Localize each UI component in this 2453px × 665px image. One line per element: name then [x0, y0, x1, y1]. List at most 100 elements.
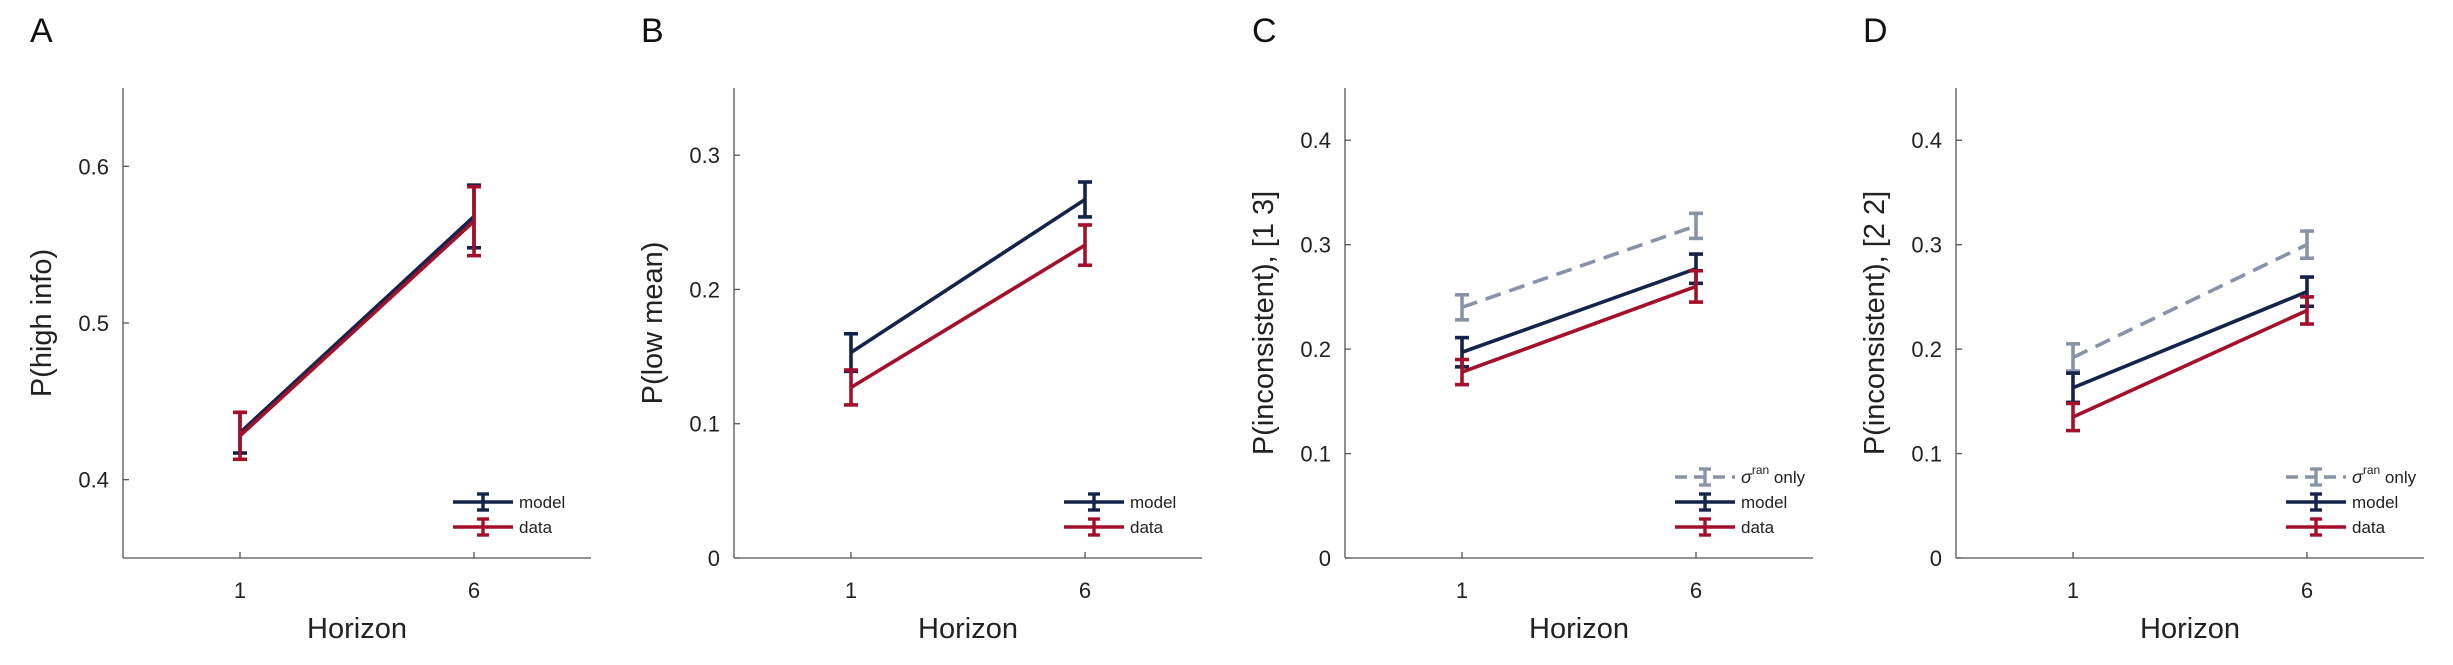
legend-label: model: [519, 493, 565, 512]
error-bar: [467, 184, 481, 258]
y-tick-label: 0: [1319, 546, 1331, 571]
y-tick-label: 0.6: [78, 154, 109, 179]
series-line: [2072, 243, 2308, 360]
legend-entry: model: [2286, 492, 2398, 512]
legend-label: model: [1130, 493, 1176, 512]
series-1: [2066, 275, 2314, 405]
y-tick-label: 0.3: [689, 143, 720, 168]
series-line: [2072, 308, 2308, 419]
y-tick-label: 0.5: [78, 311, 109, 336]
legend: σran only model data: [2286, 463, 2417, 537]
series-0: [844, 180, 1092, 374]
y-tick-label: 0.1: [1300, 442, 1331, 467]
x-tick-label: 6: [468, 578, 480, 603]
y-tick-label: 0: [708, 546, 720, 571]
x-tick-label: 6: [1690, 578, 1702, 603]
error-bar: [1455, 292, 1469, 322]
x-tick-label: 1: [1456, 578, 1468, 603]
legend-entry: model: [1064, 492, 1176, 512]
y-tick-label: 0.2: [689, 277, 720, 302]
legend-entry: σran only: [2286, 463, 2417, 487]
legend: model data: [453, 492, 565, 537]
series-line: [850, 243, 1086, 389]
legend-label: σran only: [2352, 463, 2417, 487]
legend-entry: σran only: [1675, 463, 1806, 487]
y-tick-label: 0.1: [1911, 442, 1942, 467]
x-tick-label: 6: [1079, 578, 1091, 603]
x-axis-label: Horizon: [1529, 613, 1629, 645]
y-tick-label: 0.4: [1911, 128, 1942, 153]
y-tick-label: 0.4: [78, 468, 109, 493]
panel-letter-b: B: [641, 12, 664, 50]
series-0: [2066, 229, 2314, 373]
error-bar: [1689, 211, 1703, 241]
y-axis-label: P(inconsistent), [2 2]: [1859, 191, 1891, 455]
legend-entry: model: [1675, 492, 1787, 512]
series-line: [238, 219, 476, 438]
y-tick-label: 0.3: [1911, 233, 1942, 258]
error-bar: [1078, 223, 1092, 268]
error-bar: [2300, 295, 2314, 326]
error-bar: [2300, 229, 2314, 261]
legend-label: σran only: [1741, 463, 1806, 487]
chart-panel-c: 0 0.1 0.2 0.3 0.4 1 6 Horizon P(inconsistent), […: [1248, 88, 1813, 645]
error-bar: [2066, 401, 2080, 433]
x-axis-label: Horizon: [918, 613, 1018, 645]
legend-label: data: [1130, 518, 1164, 537]
error-bar: [2066, 342, 2080, 373]
series-line: [1461, 284, 1697, 374]
legend: σran only model data: [1675, 463, 1806, 537]
series-line: [850, 197, 1086, 355]
series-line: [1461, 266, 1697, 354]
legend-entry: data: [453, 517, 553, 537]
legend-entry: model: [453, 492, 565, 512]
x-tick-label: 1: [234, 578, 246, 603]
panel-letter-a: A: [30, 12, 53, 50]
x-axis-label: Horizon: [307, 613, 407, 645]
legend-label: data: [1741, 518, 1775, 537]
chart-panel-d: 0 0.1 0.2 0.3 0.4 1 6 Horizon P(inconsistent), […: [1859, 88, 2424, 645]
chart-panel-a: 0.4 0.5 0.6 1 6 Horizon P(high info) model data: [26, 88, 591, 645]
series-1: [1455, 252, 1703, 369]
x-tick-label: 6: [2301, 578, 2313, 603]
error-bar: [1078, 180, 1092, 219]
x-axis-label: Horizon: [2140, 613, 2240, 645]
legend-label: data: [519, 518, 553, 537]
error-bar: [2066, 371, 2080, 405]
series-line: [2072, 290, 2308, 390]
legend: model data: [1064, 492, 1176, 537]
legend-entry: data: [1675, 517, 1775, 537]
series-0: [1455, 211, 1703, 322]
error-bar: [844, 368, 858, 407]
panel-letter-c: C: [1252, 12, 1277, 50]
y-axis-label: P(low mean): [637, 242, 669, 405]
error-bar: [1455, 357, 1469, 387]
legend-label: model: [1741, 493, 1787, 512]
x-tick-label: 1: [2067, 578, 2079, 603]
error-bar: [1689, 268, 1703, 304]
series-1: [233, 184, 481, 462]
series-line: [238, 215, 476, 434]
error-bar: [844, 331, 858, 374]
y-tick-label: 0.1: [689, 412, 720, 437]
y-tick-label: 0.2: [1300, 337, 1331, 362]
panel-letter-d: D: [1863, 12, 1888, 50]
y-tick-label: 0.4: [1300, 128, 1331, 153]
chart-panel-b: 0 0.1 0.2 0.3 1 6 Horizon P(low mean) model data: [637, 88, 1202, 645]
y-tick-label: 0: [1930, 546, 1942, 571]
legend-entry: data: [2286, 517, 2386, 537]
y-axis-label: P(inconsistent), [1 3]: [1248, 191, 1280, 455]
series-2: [1455, 268, 1703, 387]
y-tick-label: 0.2: [1911, 337, 1942, 362]
legend-label: model: [2352, 493, 2398, 512]
legend-label: data: [2352, 518, 2386, 537]
error-bar: [233, 410, 247, 462]
series-line: [1461, 224, 1697, 310]
x-tick-label: 1: [845, 578, 857, 603]
y-tick-label: 0.3: [1300, 233, 1331, 258]
y-axis-label: P(high info): [26, 249, 58, 397]
legend-entry: data: [1064, 517, 1164, 537]
series-1: [844, 223, 1092, 407]
